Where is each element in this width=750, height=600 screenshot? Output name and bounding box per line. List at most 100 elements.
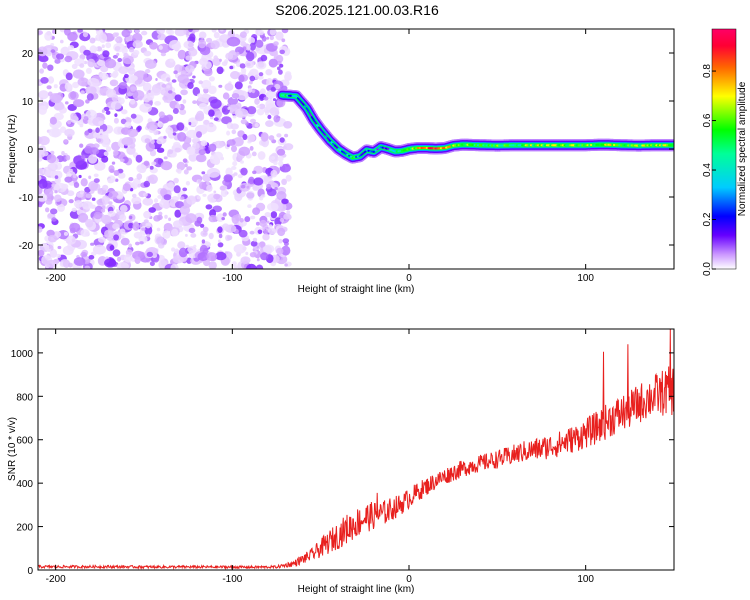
noise-blob [253, 177, 264, 186]
noise-blob [202, 248, 209, 254]
noise-blob [276, 133, 282, 138]
noise-blob [177, 241, 186, 249]
noise-blob [265, 69, 273, 76]
noise-blob [272, 98, 277, 102]
noise-blob [110, 73, 114, 77]
noise-blob [157, 194, 163, 199]
noise-blob [247, 134, 256, 143]
noise-blob [220, 188, 228, 198]
noise-blob [186, 129, 198, 139]
noise-blob [279, 217, 285, 223]
noise-blob [223, 174, 233, 183]
noise-blob [98, 120, 104, 126]
noise-blob [143, 74, 153, 83]
noise-blob [206, 252, 218, 262]
noise-blob [260, 54, 268, 62]
noise-blob [241, 71, 246, 75]
noise-blob [267, 176, 273, 180]
noise-blob [198, 103, 208, 110]
noise-blob [125, 95, 129, 100]
noise-blob [281, 198, 289, 205]
colorbar-label: Normalized spectral amplitude [737, 81, 748, 216]
noise-blob [273, 161, 278, 166]
noise-blob [192, 87, 200, 96]
noise-blob [143, 50, 152, 57]
noise-blob [213, 32, 220, 39]
noise-blob [251, 151, 257, 157]
x-tick-label: 100 [577, 574, 594, 585]
noise-blob [231, 145, 237, 153]
noise-blob [101, 44, 105, 48]
noise-blob [174, 29, 187, 37]
noise-blob [239, 31, 247, 38]
noise-blob [232, 161, 238, 167]
noise-blob [110, 100, 122, 110]
noise-blob [210, 116, 214, 120]
noise-blob [47, 91, 53, 97]
noise-blob [215, 251, 227, 261]
noise-blob [102, 184, 109, 191]
noise-blob [260, 252, 269, 261]
noise-blob [225, 226, 230, 230]
noise-blob [230, 123, 239, 130]
noise-blob [186, 146, 196, 156]
noise-blob [46, 154, 57, 164]
noise-blob [214, 110, 222, 119]
noise-blob [141, 30, 148, 36]
noise-blob [38, 193, 48, 202]
noise-blob [201, 79, 212, 90]
noise-blob [219, 29, 224, 32]
noise-blob [153, 129, 159, 136]
noise-blob [98, 236, 106, 243]
noise-blob [114, 113, 118, 117]
noise-blob [221, 217, 225, 221]
noise-blob [61, 183, 69, 190]
colorbar-tick-label: 0.8 [702, 64, 713, 78]
noise-blob [112, 72, 118, 79]
noise-blob [240, 167, 248, 176]
noise-blob [246, 106, 257, 115]
noise-blob [196, 196, 201, 200]
noise-blob [270, 155, 276, 160]
noise-blob [249, 80, 253, 85]
noise-blob [112, 249, 121, 257]
noise-blob [171, 228, 179, 237]
noise-blob [101, 109, 105, 113]
noise-blob [81, 155, 86, 160]
noise-blob [267, 114, 272, 120]
noise-blob [51, 94, 62, 104]
noise-blob [185, 55, 193, 61]
noise-blob [51, 183, 55, 187]
noise-blob [208, 143, 217, 152]
noise-blob [166, 29, 173, 35]
noise-blob [283, 213, 290, 220]
noise-blob [279, 49, 286, 55]
noise-blob [139, 241, 144, 245]
noise-blob [268, 228, 277, 235]
noise-blob [232, 137, 244, 147]
noise-blob [61, 151, 65, 156]
noise-blob [116, 208, 120, 213]
noise-blob [117, 96, 122, 102]
noise-blob [198, 149, 206, 156]
noise-blob [84, 130, 89, 136]
noise-blob [226, 139, 236, 146]
noise-blob [56, 53, 64, 60]
noise-blob [132, 32, 143, 43]
noise-blob [162, 230, 171, 239]
noise-blob [246, 44, 251, 51]
noise-blob [248, 37, 256, 44]
noise-blob [217, 226, 223, 233]
noise-blob [206, 167, 221, 178]
noise-blob [38, 30, 43, 35]
noise-blob [257, 75, 264, 80]
noise-blob [64, 128, 75, 137]
noise-blob [185, 213, 197, 224]
noise-blob [127, 67, 136, 75]
noise-blob [54, 194, 62, 202]
noise-blob [80, 229, 90, 237]
noise-blob [168, 181, 174, 189]
noise-blob [154, 101, 162, 106]
noise-blob [92, 244, 107, 255]
